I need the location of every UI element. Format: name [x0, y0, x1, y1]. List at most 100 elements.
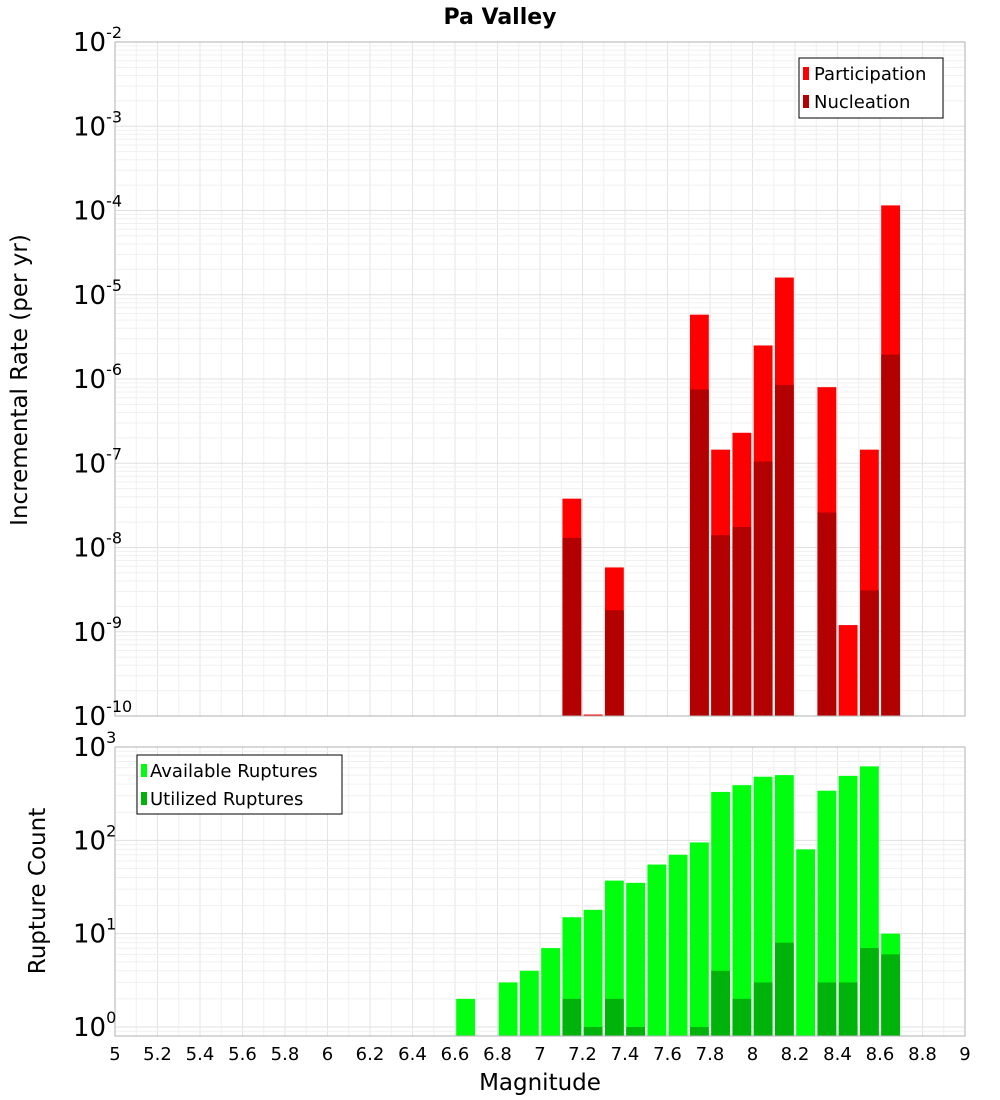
bottom-bar-available-ruptures — [583, 909, 603, 1036]
bottom-bar-available-ruptures — [519, 970, 539, 1036]
top-bar-nucleation — [881, 354, 901, 716]
x-tick-label: 6.6 — [441, 1044, 470, 1065]
bottom-y-tick-label: 101 — [73, 915, 116, 950]
bottom-bar-utilized-ruptures — [838, 982, 858, 1036]
x-axis-label: Magnitude — [479, 1070, 601, 1096]
x-tick-label: 8.2 — [781, 1044, 810, 1065]
bottom-bar-available-ruptures — [838, 775, 858, 1036]
top-bar-nucleation — [732, 527, 752, 716]
legend-swatch-available — [141, 764, 147, 777]
top-panel: 10-10 10-9 10-8 10-7 10-6 10-5 10-4 10-3 10-2 In… — [7, 23, 966, 732]
bottom-bar-utilized-ruptures — [583, 1026, 603, 1036]
x-tick-label: 8.6 — [866, 1044, 895, 1065]
top-y-tick-label: 10-5 — [73, 276, 122, 311]
top-y-tick-label: 10-7 — [73, 444, 122, 479]
x-tick-label: 7.4 — [611, 1044, 640, 1065]
bottom-bar-utilized-ruptures — [774, 942, 794, 1036]
x-tick-label: 5.4 — [186, 1044, 215, 1065]
top-bar-nucleation — [562, 537, 582, 716]
bottom-bar-available-ruptures — [796, 849, 816, 1036]
bottom-legend-box — [136, 754, 343, 815]
x-tick-label: 7.2 — [568, 1044, 597, 1065]
legend-swatch-participation — [803, 67, 809, 80]
x-tick-label: 7.6 — [653, 1044, 682, 1065]
top-y-tick-label: 10-4 — [73, 192, 122, 227]
x-tick-label: 6 — [322, 1044, 333, 1065]
x-tick-label: 6.4 — [398, 1044, 427, 1065]
x-tick-label: 5.6 — [228, 1044, 257, 1065]
top-grid — [114, 41, 966, 717]
bottom-bar-available-ruptures — [732, 785, 752, 1036]
bottom-bar-available-ruptures — [604, 880, 624, 1036]
top-y-tick-label: 10-8 — [73, 529, 122, 564]
bottom-bar-available-ruptures — [626, 882, 646, 1036]
bottom-bar-utilized-ruptures — [711, 970, 731, 1036]
top-y-tick-label: 10-6 — [73, 360, 122, 395]
top-y-tick-label: 10-10 — [73, 697, 132, 732]
bottom-bar-utilized-ruptures — [859, 948, 879, 1036]
legend-label-nucleation: Nucleation — [814, 92, 910, 113]
top-bar-nucleation — [689, 389, 709, 716]
bottom-panel: 100 101 102 103 Rupture Count Available Rup… — [25, 728, 966, 1043]
bottom-bar-available-ruptures — [456, 998, 476, 1036]
top-legend-box — [798, 57, 944, 119]
legend-label-utilized: Utilized Ruptures — [150, 789, 303, 810]
top-bar-participation — [838, 625, 858, 716]
bottom-y-tick-label: 100 — [73, 1008, 116, 1043]
bottom-bar-utilized-ruptures — [604, 998, 624, 1036]
legend-label-participation: Participation — [814, 64, 926, 85]
top-y-tick-labels: 10-10 10-9 10-8 10-7 10-6 10-5 10-4 10-3 10-2 — [73, 23, 132, 732]
bottom-bars — [456, 766, 901, 1036]
x-tick-label: 7 — [534, 1044, 545, 1065]
legend-label-available: Available Ruptures — [150, 761, 318, 782]
bottom-bar-available-ruptures — [541, 948, 561, 1036]
bottom-bar-utilized-ruptures — [881, 954, 901, 1036]
bottom-bar-utilized-ruptures — [817, 982, 837, 1036]
bottom-legend: Available Ruptures Utilized Ruptures — [136, 754, 343, 815]
top-y-tick-label: 10-2 — [73, 23, 122, 58]
top-legend: Participation Nucleation — [798, 57, 944, 119]
top-bars — [562, 205, 901, 716]
top-y-axis-label: Incremental Rate (per yr) — [7, 234, 33, 526]
bottom-bar-utilized-ruptures — [689, 1026, 709, 1036]
bottom-y-axis-label: Rupture Count — [25, 808, 51, 974]
bottom-bar-utilized-ruptures — [626, 1026, 646, 1036]
top-bar-nucleation — [817, 512, 837, 716]
top-y-tick-label: 10-3 — [73, 107, 122, 142]
top-bar-nucleation — [774, 384, 794, 716]
bottom-bar-utilized-ruptures — [732, 998, 752, 1036]
bottom-bar-available-ruptures — [647, 864, 667, 1036]
bottom-bar-available-ruptures — [668, 854, 688, 1036]
top-bar-nucleation — [711, 535, 731, 716]
x-tick-label: 9 — [959, 1044, 970, 1065]
bottom-y-tick-labels: 100 101 102 103 — [73, 728, 116, 1043]
x-tick-label: 7.8 — [696, 1044, 725, 1065]
bottom-y-tick-label: 102 — [73, 821, 116, 856]
bottom-bar-available-ruptures — [689, 842, 709, 1036]
chart-title: Pa Valley — [443, 5, 556, 30]
bottom-bar-utilized-ruptures — [753, 982, 773, 1036]
x-tick-label: 5.8 — [271, 1044, 300, 1065]
top-bar-participation — [583, 714, 603, 716]
top-y-tick-label: 10-9 — [73, 613, 122, 648]
bottom-bar-utilized-ruptures — [562, 998, 582, 1036]
bottom-bar-available-ruptures — [817, 790, 837, 1036]
legend-swatch-nucleation — [803, 95, 809, 108]
top-bar-nucleation — [859, 590, 879, 716]
x-tick-label: 8.8 — [908, 1044, 937, 1065]
top-plot-frame — [114, 41, 966, 717]
x-tick-label: 6.2 — [356, 1044, 385, 1065]
bottom-bar-available-ruptures — [753, 776, 773, 1036]
x-tick-label: 8 — [747, 1044, 758, 1065]
bottom-y-tick-label: 103 — [73, 728, 116, 763]
top-bar-nucleation — [753, 461, 773, 716]
bottom-bar-available-ruptures — [498, 982, 518, 1036]
x-tick-labels: 5 5.2 5.4 5.6 5.8 6 6.2 6.4 6.6 6.8 7 7.2 7.4 7.6 7.8 8… — [109, 1044, 970, 1065]
x-tick-label: 5.2 — [143, 1044, 172, 1065]
legend-swatch-utilized — [141, 792, 147, 805]
top-bar-nucleation — [604, 610, 624, 716]
bottom-plot-frame — [114, 746, 966, 1037]
x-tick-label: 5 — [109, 1044, 120, 1065]
x-tick-label: 8.4 — [823, 1044, 852, 1065]
